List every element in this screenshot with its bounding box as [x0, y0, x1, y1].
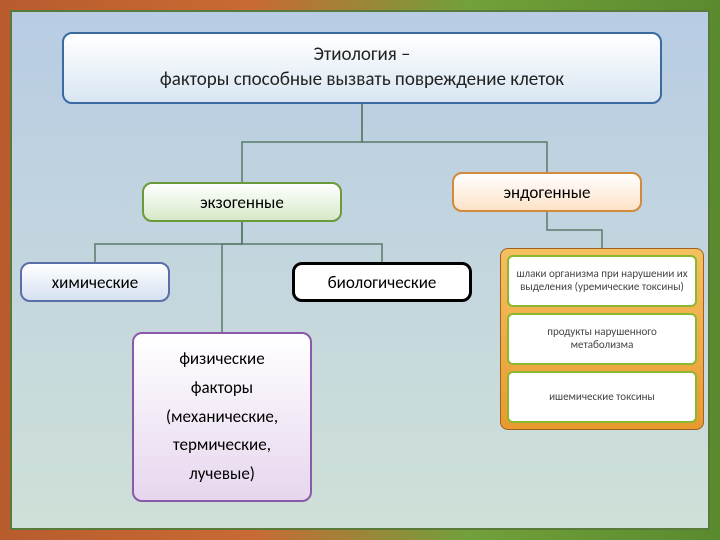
panel-item-1: шлаки организма при нарушении их выделен…	[507, 255, 697, 307]
endogenous-label: эндогенные	[503, 182, 590, 203]
endogenous-node: эндогенные	[452, 172, 642, 212]
diagram-canvas: Этиология – факторы способные вызвать по…	[10, 10, 710, 530]
panel-item-1-text: шлаки организма при нарушении их выделен…	[515, 268, 689, 293]
panel-item-2-text: продукты нарушенного метаболизма	[515, 326, 689, 351]
biological-node: биологические	[292, 262, 472, 302]
exogenous-node: экзогенные	[142, 182, 342, 222]
biological-label: биологические	[328, 272, 437, 293]
physical-line4: термические,	[173, 431, 271, 460]
physical-line3: (механические,	[166, 403, 278, 432]
title-node: Этиология – факторы способные вызвать по…	[62, 32, 662, 104]
physical-line2: факторы	[191, 374, 253, 403]
title-line2: факторы способные вызвать повреждение кл…	[160, 68, 564, 93]
outer-gradient-frame: Этиология – факторы способные вызвать по…	[0, 0, 720, 540]
panel-item-2: продукты нарушенного метаболизма	[507, 313, 697, 365]
endogenous-panel: шлаки организма при нарушении их выделен…	[500, 248, 704, 430]
physical-line5: лучевые)	[189, 460, 255, 489]
panel-item-3: ишемические токсины	[507, 371, 697, 423]
chemical-node: химические	[20, 262, 170, 302]
physical-node: физические факторы (механические, термич…	[132, 332, 312, 502]
physical-line1: физические	[179, 345, 264, 374]
exogenous-label: экзогенные	[200, 192, 284, 213]
panel-item-3-text: ишемические токсины	[549, 391, 655, 404]
chemical-label: химические	[52, 272, 138, 293]
title-line1: Этиология –	[313, 43, 410, 68]
